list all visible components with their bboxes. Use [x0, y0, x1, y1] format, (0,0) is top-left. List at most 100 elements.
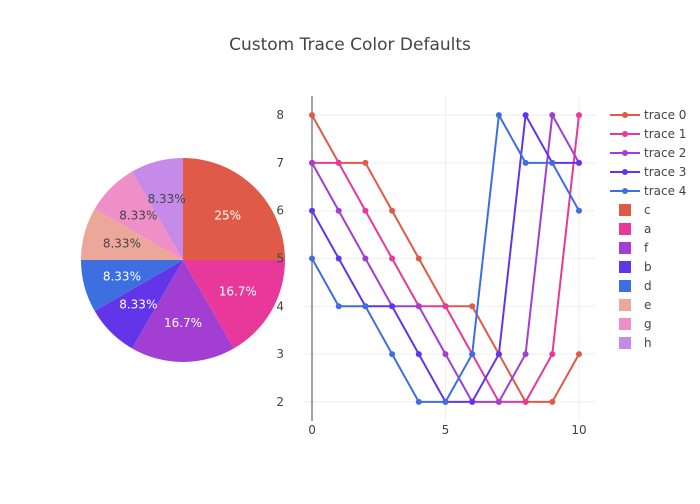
series-point	[309, 159, 316, 166]
legend-item-e[interactable]: e	[619, 298, 651, 312]
series-point	[575, 351, 582, 358]
series-point	[362, 159, 369, 166]
pie-slice-g[interactable]	[94, 171, 183, 260]
pie-slice-label: 8.33%	[103, 237, 141, 251]
series-lines	[309, 111, 582, 405]
legend-item-h[interactable]: h	[619, 336, 652, 350]
legend[interactable]: trace 0 trace 1 trace 2 trace 3 trace 4 cafbd…	[610, 108, 686, 350]
series-point	[549, 112, 556, 119]
chart-title: Custom Trace Color Defaults	[229, 35, 471, 55]
legend-item-label: c	[644, 203, 651, 217]
legend-item-label: g	[644, 317, 652, 331]
legend-swatch	[619, 261, 631, 273]
series-point	[442, 398, 449, 405]
series-point	[309, 112, 316, 119]
pie-slice-label: 16.7%	[164, 316, 202, 330]
legend-item-label: d	[644, 279, 652, 293]
pie-slice-f[interactable]	[132, 260, 234, 362]
series-point	[469, 303, 476, 310]
pie-slice-label: 8.33%	[119, 208, 157, 222]
legend-item-c[interactable]: c	[619, 203, 651, 217]
x-tick-label: 10	[571, 423, 586, 437]
series-point	[495, 351, 502, 358]
legend-item-label: trace 1	[644, 127, 686, 141]
series-point	[309, 207, 316, 214]
legend-point-marker	[622, 169, 628, 175]
series-point	[362, 207, 369, 214]
legend-swatch	[619, 204, 631, 216]
legend-item-label: trace 4	[644, 184, 686, 198]
series-point	[442, 303, 449, 310]
pie-slice-d[interactable]	[81, 260, 183, 311]
series-point	[415, 351, 422, 358]
pie-slice-e[interactable]	[81, 209, 183, 260]
legend-item-d[interactable]: d	[619, 279, 652, 293]
legend-swatch	[619, 299, 631, 311]
series-point	[415, 398, 422, 405]
legend-swatch	[619, 318, 631, 330]
legend-item-trace-4[interactable]: trace 4	[610, 184, 686, 198]
series-point	[549, 159, 556, 166]
axes: 2 3 4 5 6 7 8 0 5 10	[276, 96, 587, 437]
y-tick-label: 4	[276, 299, 284, 313]
legend-item-f[interactable]: f	[619, 241, 649, 255]
series-point	[335, 255, 342, 262]
legend-swatch	[619, 337, 631, 349]
series-point	[522, 159, 529, 166]
legend-swatch	[619, 242, 631, 254]
legend-item-trace-1[interactable]: trace 1	[610, 127, 686, 141]
pie-slice-a[interactable]	[183, 260, 285, 349]
series-point	[362, 303, 369, 310]
legend-item-trace-2[interactable]: trace 2	[610, 146, 686, 160]
series-point	[309, 255, 316, 262]
legend-point-marker	[622, 188, 628, 194]
legend-point-marker	[622, 112, 628, 118]
line-chart: 2 3 4 5 6 7 8 0 5 10	[276, 96, 595, 437]
pie-slice-h[interactable]	[132, 158, 183, 260]
series-point	[389, 207, 396, 214]
legend-item-label: trace 2	[644, 146, 686, 160]
legend-item-a[interactable]: a	[619, 222, 651, 236]
series-point	[549, 351, 556, 358]
y-tick-label: 6	[276, 204, 284, 218]
legend-item-trace-3[interactable]: trace 3	[610, 165, 686, 179]
pie-slice-label: 8.33%	[148, 192, 186, 206]
series-point	[575, 207, 582, 214]
grid-lines	[304, 96, 595, 421]
x-tick-label: 5	[442, 423, 450, 437]
legend-item-b[interactable]: b	[619, 260, 652, 274]
series-point	[522, 112, 529, 119]
y-tick-label: 5	[276, 252, 284, 266]
series-point	[362, 255, 369, 262]
y-tick-label: 8	[276, 108, 284, 122]
series-point	[469, 398, 476, 405]
legend-point-marker	[622, 150, 628, 156]
series-point	[575, 159, 582, 166]
series-point	[389, 255, 396, 262]
legend-swatch	[619, 280, 631, 292]
legend-item-label: trace 3	[644, 165, 686, 179]
series-point	[522, 351, 529, 358]
series-point	[335, 303, 342, 310]
pie-slice-label: 25%	[214, 208, 241, 222]
series-point	[335, 207, 342, 214]
pie-slice-b[interactable]	[94, 260, 183, 349]
legend-item-g[interactable]: g	[619, 317, 652, 331]
y-tick-label: 3	[276, 347, 284, 361]
legend-item-label: e	[644, 298, 651, 312]
y-tick-label: 2	[276, 395, 284, 409]
legend-swatch	[619, 223, 631, 235]
x-tick-label: 0	[308, 423, 316, 437]
legend-item-trace-0[interactable]: trace 0	[610, 108, 686, 122]
pie-slice-label: 8.33%	[103, 269, 141, 283]
pie-slice-label: 8.33%	[119, 298, 157, 312]
legend-item-label: trace 0	[644, 108, 686, 122]
series-point	[389, 351, 396, 358]
legend-point-marker	[622, 131, 628, 137]
series-point	[415, 255, 422, 262]
legend-item-label: b	[644, 260, 652, 274]
series-point	[495, 398, 502, 405]
series-point	[522, 398, 529, 405]
pie-slice-c[interactable]	[183, 158, 285, 260]
